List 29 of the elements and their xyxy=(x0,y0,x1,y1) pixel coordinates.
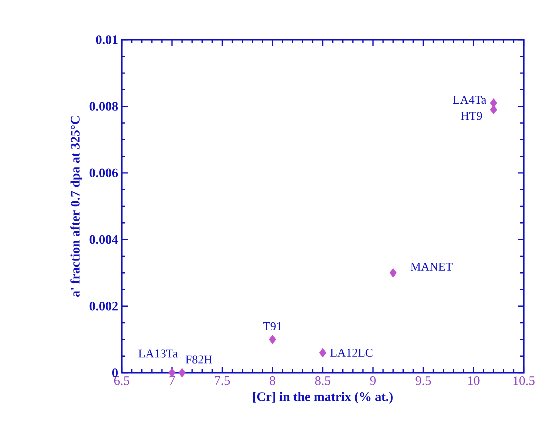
x-tick-label: 10 xyxy=(468,376,480,386)
y-axis-title: a' fraction after 0.7 dpa at 325°C xyxy=(70,116,82,297)
annotation: HT9 xyxy=(461,112,482,120)
point xyxy=(390,268,397,278)
annotation: T91 xyxy=(263,322,282,330)
y-tick-label: 0 xyxy=(112,368,118,378)
x-tick-label: 7.5 xyxy=(215,376,230,386)
x-tick-label: 9.5 xyxy=(416,376,432,386)
x-tick-label: 9 xyxy=(370,376,376,386)
x-tick-label: 10.5 xyxy=(514,376,535,386)
y-tick-label: 0.01 xyxy=(96,36,118,44)
y-tick-label: 0.008 xyxy=(90,102,118,111)
annotation: MANET xyxy=(410,263,453,271)
annotation: F82H xyxy=(186,356,212,364)
annotation: LA4Ta xyxy=(453,96,486,104)
point xyxy=(269,335,276,344)
x-tick-label: 8 xyxy=(270,376,276,386)
point xyxy=(319,348,327,358)
annotation: LA13Ta xyxy=(138,350,178,358)
x-tick-label: 7 xyxy=(170,376,176,385)
x-tick-label: 6.5 xyxy=(114,376,130,386)
point xyxy=(178,368,186,378)
y-tick-label: 0.002 xyxy=(90,302,118,311)
point xyxy=(490,105,498,115)
x-tick-label: 8.5 xyxy=(315,376,331,386)
x-axis-title: [Cr] in the matrix (% at.) xyxy=(253,392,393,404)
annotation: LA12LC xyxy=(330,348,373,358)
y-tick-label: 0.004 xyxy=(90,235,118,244)
y-tick-label: 0.006 xyxy=(90,168,118,178)
